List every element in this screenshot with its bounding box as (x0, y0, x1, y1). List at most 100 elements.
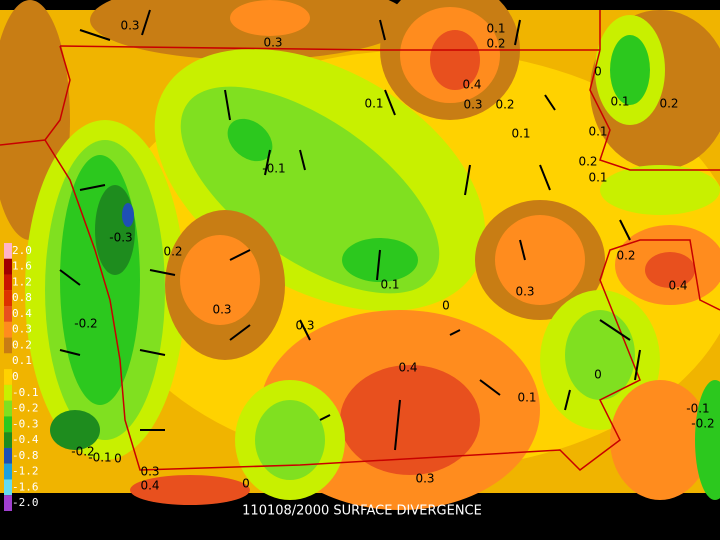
colorbar-label: 1.2 (12, 275, 32, 288)
contour-labels: 0.30.30.10.20.40.3 0.20.10.100.1 0.20.10.2… (71, 19, 714, 493)
contour-label: 0.3 (415, 472, 434, 486)
colorbar-label: -2.0 (12, 496, 39, 509)
contour-label: 0.1 (486, 22, 505, 36)
contour-label: 0.2 (578, 155, 597, 169)
contour-label: 0.1 (588, 171, 607, 185)
contour-label: 0.1 (610, 95, 629, 109)
contour-label: -0.1 (686, 402, 709, 416)
contour-label: 0.4 (668, 279, 687, 293)
colorbar-label: 0.1 (12, 354, 32, 367)
barb (59, 9, 641, 451)
contour-label: 0 (242, 477, 250, 491)
colorbar-swatch (4, 479, 12, 496)
band-red (430, 30, 480, 90)
band-red (645, 252, 695, 288)
band-orange (495, 215, 585, 305)
contour-label: -0.2 (74, 317, 97, 331)
contour-label: 0.1 (364, 97, 383, 111)
colorbar: 2.0 1.6 1.2 0.8 0.4 0.3 0.2 0.1 0 -0.1 -0.2 -0.3 -0.… (4, 243, 39, 511)
band-light-green (255, 400, 325, 480)
contour-label: 0 (442, 299, 450, 313)
colorbar-label: -0.3 (12, 417, 39, 430)
band-orange (180, 235, 260, 325)
contour-label: -0.2 (691, 417, 714, 431)
colorbar-swatch (4, 321, 12, 338)
colorbar-swatch (4, 463, 12, 480)
band-dark-green (50, 410, 100, 450)
colorbar-label: 0.3 (12, 323, 32, 336)
band-red (340, 365, 480, 475)
band-red (130, 475, 250, 505)
contour-label: 0.4 (398, 361, 417, 375)
colorbar-label: 2.0 (12, 244, 32, 257)
band-orange (230, 0, 310, 36)
state-borders (0, 10, 720, 471)
contour-label: 0.1 (517, 391, 536, 405)
colorbar-swatch (4, 353, 12, 370)
contour-label: 0.4 (140, 479, 159, 493)
colorbar-label: -1.6 (12, 480, 39, 493)
colorbar-label: -1.2 (12, 465, 39, 478)
colorbar-swatch (4, 243, 12, 259)
contour-label: 0.3 (120, 19, 139, 33)
colorbar-swatch (4, 274, 12, 291)
colorbar-label: -0.1 (12, 386, 39, 399)
contour-label: 0 (594, 368, 602, 382)
colorbar-label: 0 (12, 370, 19, 383)
colorbar-label: 0.8 (12, 291, 32, 304)
contour-label: -0.2 (71, 445, 94, 459)
contour-label: 0.2 (163, 245, 182, 259)
contour-label: 0.3 (295, 319, 314, 333)
border (0, 45, 71, 146)
colorbar-swatch (4, 400, 12, 417)
band-green (227, 118, 273, 162)
contour-label: 0.4 (462, 78, 481, 92)
band-blue (122, 203, 134, 227)
colorbar-label: -0.4 (12, 433, 39, 446)
field (0, 0, 720, 510)
border (589, 49, 720, 171)
colorbar-swatch (4, 495, 12, 511)
border (59, 45, 600, 51)
contour-label: -0.1 (88, 451, 111, 465)
contour-label: 0.3 (212, 303, 231, 317)
contour-label: 0 (594, 65, 602, 79)
contour-label: 0.1 (588, 125, 607, 139)
colorbar-swatch (4, 369, 12, 385)
contour-label: -0.3 (109, 231, 132, 245)
band-lime (600, 165, 720, 215)
contour-label: 0.3 (515, 285, 534, 299)
contour-label: 0.1 (511, 127, 530, 141)
colorbar-label: 0.2 (12, 338, 32, 351)
colorbar-swatch (4, 258, 12, 275)
contour-label: 0.3 (263, 36, 282, 50)
band-orange (610, 380, 710, 500)
caption: 110108/2000 SURFACE DIVERGENCE (242, 504, 482, 519)
colorbar-swatch (4, 290, 12, 307)
contour-label: 0.2 (495, 98, 514, 112)
band-light-green (565, 310, 635, 400)
colorbar-swatch (4, 416, 12, 433)
colorbar-swatch (4, 384, 12, 401)
contour-label: -0.1 (262, 162, 285, 176)
band-green (695, 380, 720, 500)
colorbar-swatch (4, 447, 12, 464)
colorbar-swatch (4, 306, 12, 322)
band-green (610, 35, 650, 105)
contour-label: 0.2 (486, 37, 505, 51)
contour-label: 0 (114, 452, 122, 466)
contour-label: 0.2 (616, 249, 635, 263)
contour-label: 0.3 (140, 465, 159, 479)
colorbar-swatch (4, 337, 12, 354)
colorbar-label: -0.2 (12, 402, 39, 415)
colorbar-label: 1.6 (12, 260, 32, 273)
wind-barbs (59, 9, 641, 451)
contour-label: 0.3 (463, 98, 482, 112)
colorbar-label: 0.4 (12, 307, 32, 320)
colorbar-label: -0.8 (12, 449, 39, 462)
contour-label: 0.1 (380, 278, 399, 292)
colorbar-swatch (4, 432, 12, 448)
border (44, 139, 720, 471)
contour-label: 0.2 (659, 97, 678, 111)
